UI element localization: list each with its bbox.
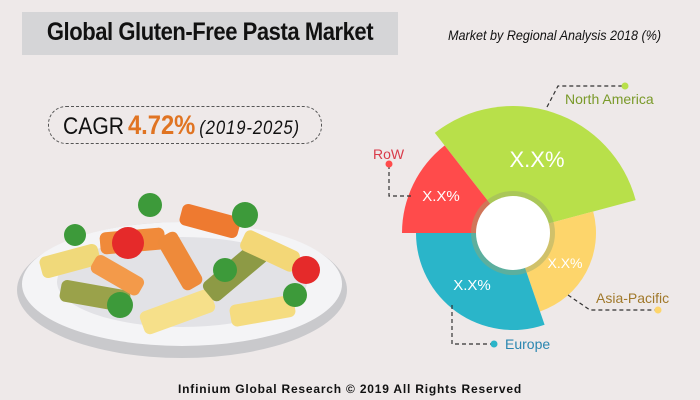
slice-north-america [434,105,636,233]
cagr-badge: CAGR 4.72% (2019-2025) [48,106,322,144]
title-box: Global Gluten-Free Pasta Market [22,12,398,55]
donut-hole [476,196,550,270]
leader-line [388,164,411,197]
slice-value-label: X.X% [422,188,460,205]
leader-line [546,85,625,108]
leader-line [567,294,658,311]
chart-subtitle: Market by Regional Analysis 2018 (%) [448,27,662,43]
category-label: Asia-Pacific [596,290,669,306]
leader-dot [385,160,393,168]
slice-value-label: X.X% [453,277,491,294]
slice-value-label: X.X% [547,255,582,271]
cagr-period: (2019-2025) [199,118,301,139]
category-label: RoW [373,146,405,162]
cagr-label: CAGR [63,113,125,140]
leader-dot [490,340,498,348]
leader-line [451,305,494,345]
category-label: North America [565,91,654,107]
cagr-value: 4.72% [127,110,196,140]
footer-copyright: Infinium Global Research © 2019 All Righ… [178,382,522,396]
category-label: Europe [505,336,550,352]
leader-dot [654,306,662,314]
leader-dot [621,82,629,90]
slice-value-label: X.X% [509,147,564,172]
page-title: Global Gluten-Free Pasta Market [46,18,374,46]
